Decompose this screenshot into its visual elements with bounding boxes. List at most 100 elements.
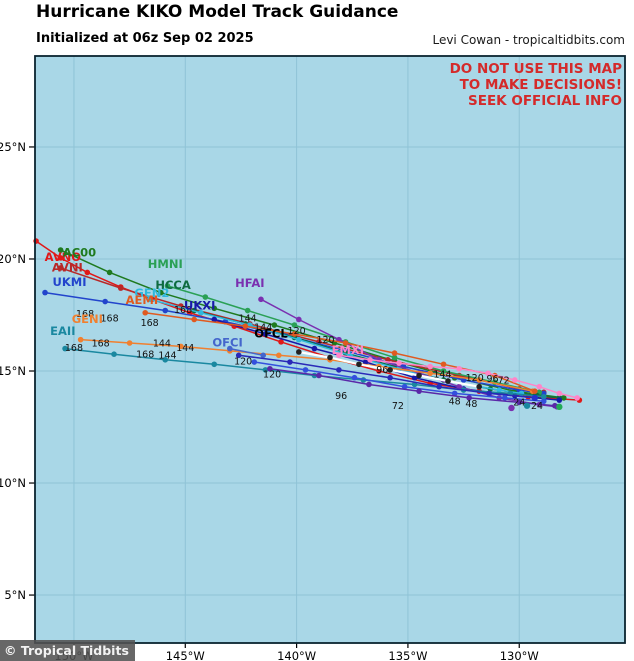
hour-label-168: 168 [101,314,119,325]
hour-label-48: 48 [449,397,461,408]
hour-label-72: 72 [498,375,510,386]
track-point-UKXI [311,345,318,352]
track-point-EMXI [574,395,580,401]
model-label-HMNI: HMNI [148,257,183,271]
model-label-AVNI: AVNI [52,260,83,274]
track-point-AEMI [532,388,538,394]
track-point-GENI [427,370,433,377]
track-point-unlabeled [451,390,458,397]
track-point-GENI [77,336,84,343]
track-point-unlabeled [540,398,547,405]
track-point-OFCL [476,383,482,390]
track-point-unlabeled [351,374,358,381]
track-point-EAII [262,367,269,373]
track-point-unlabeled [267,365,273,372]
track-point-GEN2 [198,309,204,316]
model-label-HFAI: HFAI [235,276,264,290]
track-endpoint-dot [508,404,515,412]
track-point-EMXI [367,357,373,363]
track-point-OFCI [260,352,267,359]
axis-label-lon: 145°W [166,649,205,661]
track-point-GEN2 [146,296,153,303]
track-point-UKMI [162,307,169,314]
track-point-unlabeled [251,359,258,365]
track-point-OFCL [387,367,393,373]
track-point-HFAI [258,296,264,303]
model-label-UKXI: UKXI [184,298,215,312]
axis-label-lat: 25°N [0,140,26,154]
track-point-UKXI [211,316,218,323]
tropical-tidbits-watermark: © Tropical Tidbits [0,640,135,661]
track-endpoint-dot [531,394,539,402]
track-point-unlabeled [436,383,442,390]
track-point-AEMI [242,323,249,329]
init-time-subtitle: Initialized at 06z Sep 02 2025 [36,31,254,46]
model-label-EMXI: EMXI [332,343,364,357]
warning-line-2: TO MAKE DECISIONS! [459,76,622,93]
hour-label-168: 168 [136,350,154,361]
track-point-GENI [476,377,482,383]
track-point-unlabeled [336,367,342,373]
hour-label-96: 96 [486,374,498,385]
axis-label-lat: 20°N [0,252,26,266]
model-label-OFCI: OFCI [212,335,242,349]
axis-label-lat: 10°N [0,476,26,490]
hour-label-168: 168 [65,343,83,354]
track-point-EMXI [536,383,543,390]
warning-text: DO NOT USE THIS MAP TO MAKE DECISIONS! S… [449,61,622,110]
credit-text: Levi Cowan - tropicaltidbits.com [432,33,625,47]
hour-label-96: 96 [376,365,388,376]
hour-label-144: 144 [254,323,272,334]
model-label-AC00: AC00 [63,246,96,260]
track-point-EMXI [511,377,518,383]
track-point-AC00 [211,305,218,312]
track-point-HMNI [244,307,251,314]
track-point-HMNI [440,368,447,374]
track-point-unlabeled [387,374,393,381]
track-point-unlabeled [302,367,309,373]
track-point-unlabeled [235,352,242,359]
track-point-GEN2 [296,336,302,343]
track-point-GENI [126,340,133,346]
track-point-AVNI [57,265,64,271]
hour-label-48: 48 [465,399,477,410]
track-point-GEN2 [496,387,503,393]
hour-label-72: 72 [392,401,404,412]
axis-label-lon: 130°W [500,649,539,661]
track-point-unlabeled [366,381,372,388]
model-track-GENI [80,338,533,392]
track-point-AEMI [291,331,298,337]
hour-label-168: 168 [76,309,94,320]
model-label-GENI: GENI [72,312,103,326]
warning-line-1: DO NOT USE THIS MAP [449,61,622,77]
track-point-AEMI [191,316,197,323]
model-label-HCCA: HCCA [155,278,191,292]
axis-label-lat: 5°N [4,588,26,602]
track-point-unlabeled [287,359,293,365]
warning-line-3: SEEK OFFICIAL INFO [468,92,622,109]
page-title: Hurricane KIKO Model Track Guidance [36,2,399,22]
track-point-EMXI [427,363,433,370]
model-track-UKMI [44,291,544,395]
track-point-AC00 [57,247,64,253]
track-point-OFCL [416,372,422,379]
track-point-AC00 [560,395,567,401]
model-label-EAII: EAII [50,324,75,338]
track-point-AEMI [391,350,398,356]
track-point-UKXI [362,359,369,365]
track-point-HMNI [391,354,398,361]
track-point-UKXI [262,331,269,337]
track-point-OFCL [296,349,302,355]
track-point-unlabeled [466,395,472,401]
track-point-UKMI [102,298,108,305]
track-point-OFCL [445,378,451,384]
track-point-AVNO [376,368,382,374]
track-point-AVNI [117,285,124,291]
track-point-AC00 [106,269,113,276]
track-point-unlabeled [416,388,422,394]
track-point-AEMI [142,309,149,316]
hour-label-144: 144 [433,370,451,381]
track-point-AC00 [157,289,164,296]
hour-label-144: 144 [239,314,257,325]
